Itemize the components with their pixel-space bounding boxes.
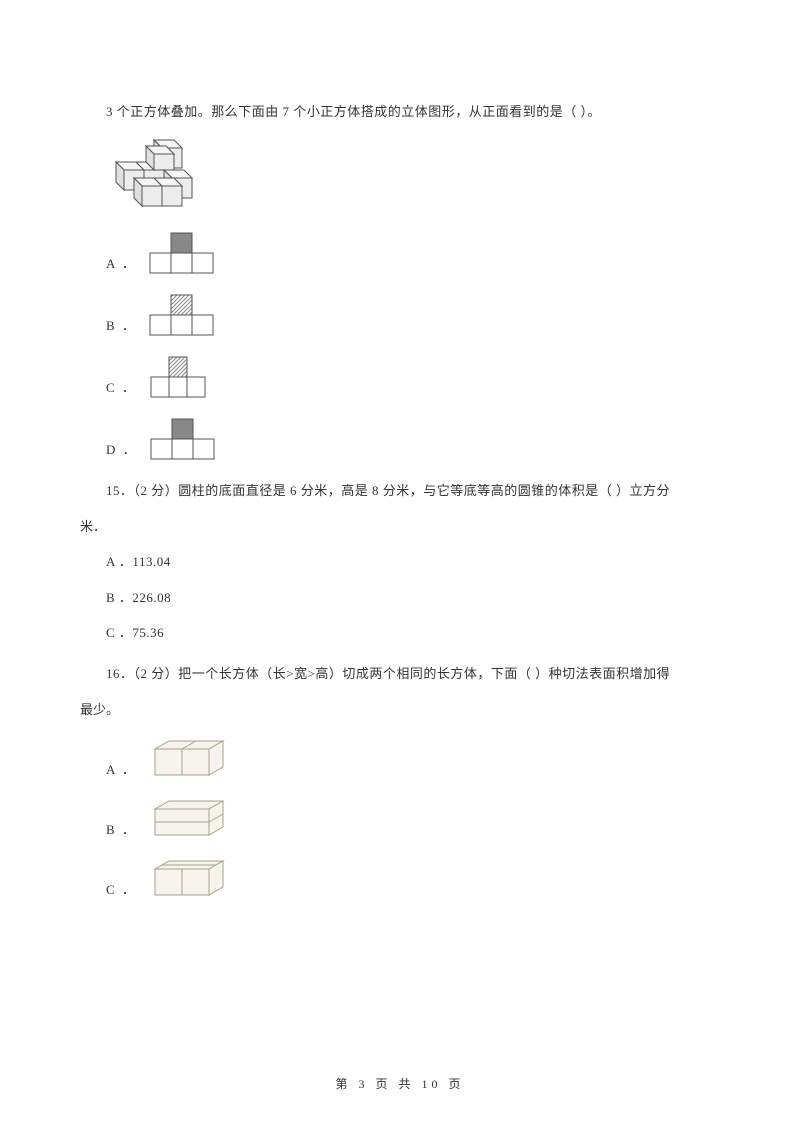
q14-option-c: C ． <box>106 355 720 399</box>
q16-option-b: B ． <box>106 799 720 841</box>
option-letter: A ． <box>106 252 137 275</box>
q15-option-c: C ．75.36 <box>80 621 720 644</box>
option-letter: B ． <box>106 818 137 841</box>
q16-c-figure <box>147 859 232 901</box>
q14-tail: 3 个正方体叠加。那么下面由 7 个小正方体搭成的立体图形，从正面看到的是（ ）… <box>80 100 720 123</box>
option-d-figure <box>148 417 218 461</box>
cube-cluster-svg <box>106 138 216 213</box>
option-b-figure <box>147 293 217 337</box>
q16-a-figure <box>147 739 232 781</box>
q14-option-d: D ． <box>106 417 720 461</box>
q15-option-b: B ．226.08 <box>80 586 720 609</box>
q16-text: 16．（2 分）把一个长方体（长>宽>高）切成两个相同的长方体，下面（ ）种切法… <box>80 662 720 685</box>
q14-option-a: A ． <box>106 231 720 275</box>
q16-tail: 最少。 <box>80 698 720 721</box>
option-letter: A ． <box>106 758 137 781</box>
option-letter: D ． <box>106 438 138 461</box>
q15-tail: 米． <box>80 515 720 538</box>
q15-option-a: A ．113.04 <box>80 550 720 573</box>
q16-b-figure <box>147 799 232 841</box>
option-c-figure <box>147 355 207 399</box>
option-letter: C ． <box>106 878 137 901</box>
option-a-figure <box>147 231 217 275</box>
page-content: 3 个正方体叠加。那么下面由 7 个小正方体搭成的立体图形，从正面看到的是（ ）… <box>0 0 800 959</box>
q14-figure <box>106 138 720 213</box>
option-letter: C ． <box>106 376 137 399</box>
q15-text: 15．（2 分）圆柱的底面直径是 6 分米，高是 8 分米，与它等底等高的圆锥的… <box>80 479 720 502</box>
option-letter: B ． <box>106 314 137 337</box>
page-footer: 第 3 页 共 10 页 <box>0 1074 800 1096</box>
q16-option-c: C ． <box>106 859 720 901</box>
q14-option-b: B ． <box>106 293 720 337</box>
q16-option-a: A ． <box>106 739 720 781</box>
